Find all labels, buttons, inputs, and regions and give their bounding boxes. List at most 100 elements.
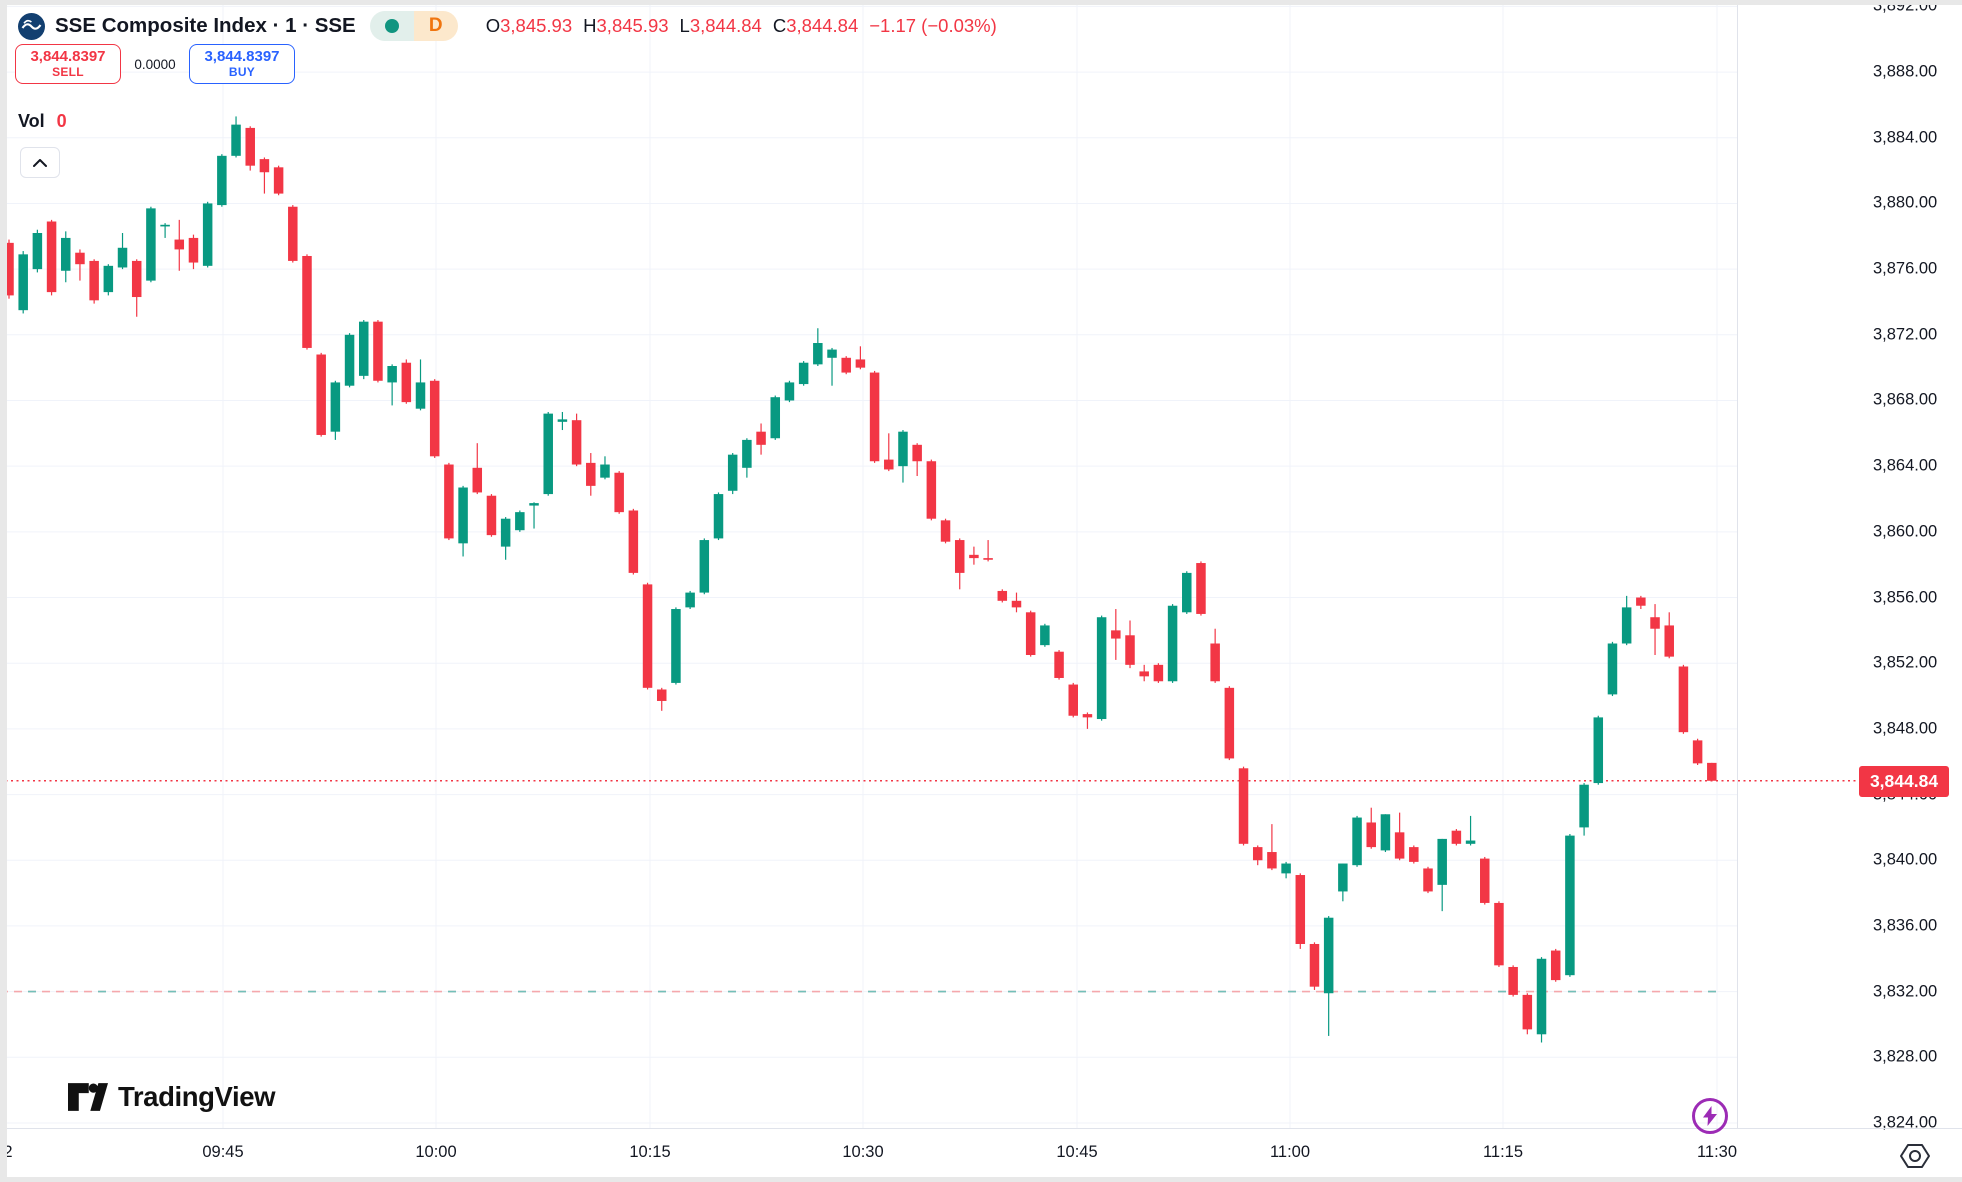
- candle: [1664, 612, 1674, 659]
- buy-button-label: BUY: [228, 64, 256, 79]
- candle: [1366, 807, 1376, 849]
- tradingview-logo[interactable]: TradingView: [68, 1080, 275, 1114]
- candle: [18, 251, 28, 314]
- time-axis-separator: [0, 1128, 1962, 1129]
- candle: [1508, 965, 1518, 997]
- candle: [1224, 686, 1235, 761]
- low-label: L: [679, 15, 690, 36]
- candle: [1040, 623, 1050, 647]
- candle: [855, 346, 866, 370]
- candle: [1522, 993, 1533, 1035]
- candle: [1196, 561, 1206, 616]
- candle: [1082, 712, 1093, 729]
- collapse-panel-button[interactable]: [20, 147, 60, 178]
- candle: [656, 687, 667, 711]
- candle: [75, 249, 85, 281]
- candle: [898, 430, 908, 483]
- candle: [983, 540, 993, 562]
- candle: [46, 219, 57, 296]
- candle: [1238, 766, 1249, 846]
- symbol-header: SSE Composite Index · 1 · SSE D O 3,845.9…: [18, 9, 997, 43]
- candle: [515, 510, 525, 532]
- candle: [614, 471, 624, 514]
- candle: [628, 508, 639, 575]
- lightning-bolt-button[interactable]: [1692, 1098, 1728, 1134]
- candle: [1167, 604, 1178, 683]
- candle: [486, 494, 497, 537]
- sell-button[interactable]: 3,844.8397 SELL: [15, 44, 121, 84]
- candle: [429, 379, 440, 458]
- candle: [373, 320, 383, 383]
- candle: [32, 229, 43, 273]
- candle: [1210, 628, 1220, 683]
- high-label: H: [583, 15, 597, 36]
- candle: [869, 370, 880, 463]
- candle: [1125, 620, 1135, 669]
- candle: [529, 502, 539, 529]
- candle: [586, 453, 596, 496]
- candle: [699, 538, 710, 595]
- candle: [1380, 814, 1391, 853]
- candle: [89, 259, 99, 304]
- candle: [1025, 610, 1036, 657]
- candle: [784, 380, 795, 403]
- open-label: O: [485, 15, 501, 36]
- ohlc-readout: O 3,845.93 H 3,845.93 L 3,844.84 C 3,844.84 …: [486, 15, 997, 37]
- candle: [1068, 682, 1078, 718]
- close-label: C: [772, 15, 787, 36]
- volume-indicator-legend[interactable]: Vol 0: [18, 111, 67, 132]
- candle: [543, 411, 553, 496]
- candle: [912, 443, 922, 477]
- candle: [1281, 861, 1291, 879]
- candle: [1607, 641, 1618, 697]
- candle: [288, 205, 298, 263]
- candle: [1323, 916, 1334, 1036]
- candle: [1636, 595, 1646, 610]
- interval-d-badge[interactable]: D: [413, 11, 458, 41]
- candle: [1650, 604, 1660, 655]
- candle: [117, 232, 128, 270]
- candle: [1309, 942, 1320, 990]
- candle: [1394, 812, 1405, 861]
- candle: [1451, 829, 1462, 846]
- candle: [217, 154, 227, 207]
- candle: [61, 231, 71, 283]
- volume-value: 0: [56, 111, 67, 131]
- candle: [756, 423, 766, 455]
- candle: [472, 443, 483, 495]
- candles-layer: [4, 116, 1717, 1043]
- candle: [926, 459, 937, 521]
- candle: [841, 356, 851, 375]
- buy-price: 3,844.8397: [204, 48, 280, 66]
- gear-icon: [1900, 1144, 1930, 1168]
- candle: [1423, 866, 1433, 894]
- axis-settings-button[interactable]: [1898, 1141, 1932, 1176]
- candle: [600, 456, 610, 480]
- candle: [1593, 715, 1604, 785]
- buy-button[interactable]: 3,844.8397 BUY: [189, 44, 295, 84]
- candle: [401, 359, 412, 404]
- candle: [174, 219, 185, 271]
- candle: [131, 259, 142, 317]
- candle: [1579, 783, 1589, 836]
- candle: [997, 589, 1008, 603]
- candle: [954, 538, 965, 590]
- candle: [4, 239, 14, 299]
- sse-exchange-logo-icon[interactable]: [18, 12, 45, 40]
- trade-panel: 3,844.8397 SELL 0.0000 3,844.8397 BUY: [15, 44, 295, 84]
- vertical-gridlines: [222, 5, 1718, 1128]
- candle: [1409, 845, 1419, 864]
- candle: [1565, 833, 1575, 977]
- candle: [1536, 957, 1547, 1043]
- tradingview-mark-icon: [68, 1083, 108, 1111]
- candle: [273, 165, 284, 196]
- open-value: 3,845.93: [500, 15, 573, 36]
- window-edge-top: [0, 0, 1962, 5]
- symbol-title[interactable]: SSE Composite Index · 1 · SSE: [55, 14, 356, 37]
- candle: [103, 264, 114, 296]
- candle: [1494, 901, 1504, 967]
- low-value: 3,844.84: [689, 15, 762, 36]
- candle: [813, 328, 823, 367]
- market-status-interval-pill[interactable]: D: [369, 11, 458, 41]
